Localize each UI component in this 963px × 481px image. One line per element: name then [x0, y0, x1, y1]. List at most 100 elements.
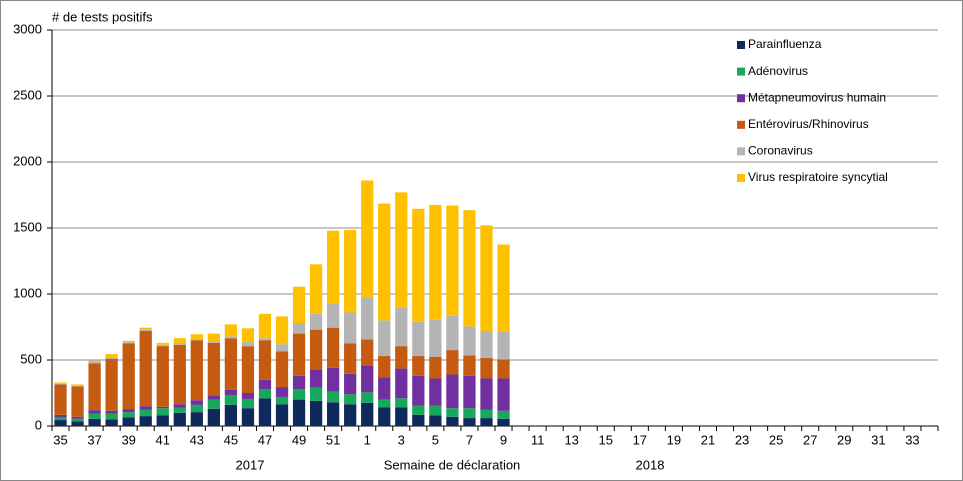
y-tick-label: 1000 — [13, 285, 42, 300]
bar-segment — [224, 336, 238, 339]
legend-swatch — [737, 147, 745, 156]
x-tick-label: 47 — [258, 432, 272, 447]
bar-segment — [224, 394, 238, 405]
bar-segment — [105, 358, 118, 411]
bar-segment — [139, 327, 152, 330]
bar-segment — [105, 419, 118, 426]
bar-segment — [463, 375, 476, 409]
bar-segment — [139, 416, 152, 426]
bar-segment — [497, 410, 510, 419]
x-tick-label: 33 — [905, 432, 919, 447]
bar-segment — [395, 398, 408, 408]
x-tick-label: 29 — [837, 432, 851, 447]
bar-segment — [275, 387, 289, 397]
bar-segment — [361, 392, 374, 403]
bar-segment — [258, 398, 272, 426]
bar-segment — [71, 385, 84, 387]
bar-segment — [139, 406, 152, 410]
bar-segment — [309, 387, 323, 401]
x-tick-label: 15 — [599, 432, 613, 447]
bar-segment — [190, 338, 203, 341]
legend-label: Coronavirus — [748, 144, 813, 158]
bar-segment — [241, 342, 255, 347]
bar-segment — [344, 229, 357, 313]
bar-segment — [497, 331, 510, 360]
bar-segment — [361, 339, 374, 366]
bar-segment — [122, 340, 135, 343]
bar-segment — [429, 319, 442, 357]
bar-segment — [156, 346, 169, 407]
y-tick-label: 0 — [35, 417, 42, 432]
x-tick-label: 23 — [735, 432, 749, 447]
bar-segment — [327, 402, 340, 426]
legend-label: Entérovirus/Rhinovirus — [748, 117, 869, 131]
bar-segment — [446, 205, 459, 316]
bar-segment — [327, 303, 340, 328]
bar-segment — [395, 368, 408, 399]
bar-segment — [88, 418, 101, 426]
bar-segment — [292, 375, 306, 390]
bar-segment — [361, 402, 374, 426]
bar-segment — [327, 367, 340, 392]
bar-segment — [412, 414, 425, 426]
x-tick-label: 11 — [531, 432, 545, 447]
bar-segment — [54, 414, 67, 418]
bar-segment — [122, 417, 135, 426]
x-tick-label: 37 — [87, 432, 101, 447]
legend-swatch — [737, 67, 745, 76]
bar-segment — [309, 264, 323, 314]
bar-segment — [395, 346, 408, 369]
bar-segment — [207, 333, 220, 342]
bar-segment — [54, 382, 67, 384]
bar-segment — [122, 343, 135, 410]
bar-segment — [361, 180, 374, 298]
bar-segment — [378, 377, 391, 400]
x-tick-label: 21 — [701, 432, 715, 447]
bar-segment — [173, 338, 186, 344]
x-tick-label: 19 — [667, 432, 681, 447]
bar-segment — [497, 418, 510, 426]
bar-segment — [88, 410, 101, 414]
bar-segment — [412, 208, 425, 322]
bar-segment — [275, 344, 289, 352]
bar-segment — [156, 344, 169, 347]
bar-segment — [292, 399, 306, 426]
x-tick-label: 41 — [156, 432, 170, 447]
x-tick-label: 51 — [326, 432, 340, 447]
bar-segment — [54, 384, 67, 415]
legend-label: Adénovirus — [748, 64, 808, 78]
bar-segment — [122, 412, 135, 418]
y-tick-label: 500 — [20, 351, 42, 366]
bar-segment — [88, 360, 101, 362]
bar-segment — [71, 416, 84, 419]
bar-segment — [361, 365, 374, 393]
bar-segment — [344, 394, 357, 405]
bar-segment — [378, 399, 391, 408]
bar-segment — [54, 383, 67, 385]
bar-segment — [54, 420, 67, 426]
bar-segment — [173, 407, 186, 413]
legend-label: Virus respiratoire syncytial — [748, 170, 888, 184]
y-tick-label: 2500 — [13, 87, 42, 102]
x-tick-label: 5 — [432, 432, 439, 447]
bar-segment — [463, 408, 476, 419]
bar-segment — [463, 210, 476, 327]
legend: Parainfluenza Adénovirus Métapneumovirus h… — [737, 37, 888, 184]
bar-segment — [139, 330, 152, 407]
bar-segment — [395, 307, 408, 347]
bar-segment — [258, 340, 272, 380]
bar-segment — [224, 324, 238, 337]
bar-segment — [156, 408, 169, 416]
bar-segment — [275, 396, 289, 405]
bar-segment — [207, 342, 220, 396]
bar-segment — [497, 378, 510, 411]
bar-segment — [309, 369, 323, 388]
bar-segment — [224, 404, 238, 426]
y-tick-label: 1500 — [13, 219, 42, 234]
bar-segment — [480, 330, 493, 359]
bar-segment — [173, 412, 186, 426]
bar-segment — [327, 391, 340, 403]
bar-segment — [429, 415, 442, 426]
bar-segment — [105, 354, 118, 358]
